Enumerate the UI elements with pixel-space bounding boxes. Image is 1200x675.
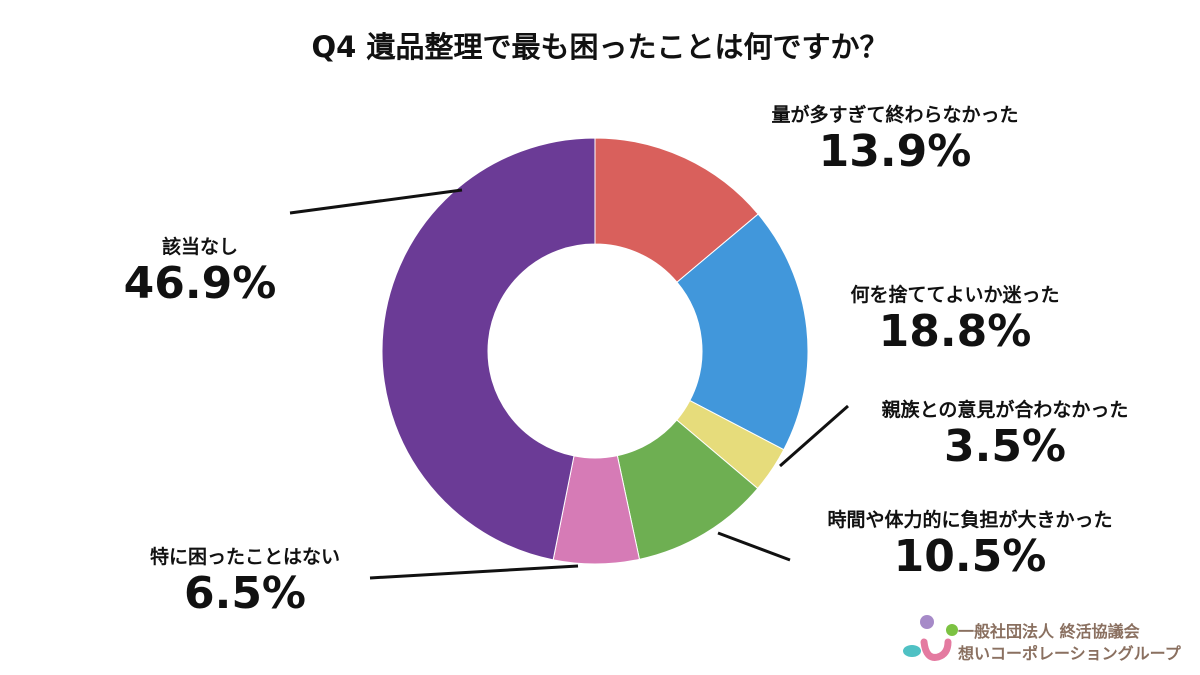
slice-value: 3.5% bbox=[943, 421, 1067, 472]
chart-title: Q4 遺品整理で最も困ったことは何ですか？ bbox=[311, 30, 889, 64]
label-slice-3: 時間や体力的に負担が大きかった 10.5% bbox=[760, 505, 1180, 583]
slice-0 bbox=[594, 137, 759, 283]
leader-line-slice-3 bbox=[717, 531, 791, 562]
slice-name: 何を捨ててよいか迷った bbox=[850, 284, 1060, 306]
logo: 一般社団法人 終活協議会 想いコーポレーショングループ bbox=[900, 612, 1190, 667]
slice-name: 時間や体力的に負担が大きかった bbox=[827, 509, 1113, 531]
label-slice-4: 特に困ったことはない 6.5% bbox=[80, 542, 410, 620]
slice-name: 特に困ったことはない bbox=[149, 546, 340, 568]
slice-name: 親族との意見が合わなかった bbox=[881, 399, 1129, 421]
slice-value: 13.9% bbox=[818, 126, 972, 177]
logo-mark-icon bbox=[903, 615, 958, 661]
slice-5 bbox=[381, 137, 596, 561]
slice-value: 10.5% bbox=[893, 531, 1047, 582]
slice-value: 46.9% bbox=[123, 258, 277, 309]
slice-value: 18.8% bbox=[878, 306, 1032, 357]
leader-line-slice-4 bbox=[369, 564, 579, 580]
logo-line1: 一般社団法人 終活協議会 bbox=[958, 622, 1140, 641]
logo-line2: 想いコーポレーショングループ bbox=[958, 644, 1181, 663]
slice-value: 6.5% bbox=[183, 568, 307, 619]
label-slice-0: 量が多すぎて終わらなかった 13.9% bbox=[700, 100, 1090, 178]
leader-line-slice-2 bbox=[779, 404, 849, 468]
slice-name: 該当なし bbox=[161, 236, 238, 258]
slice-name: 量が多すぎて終わらなかった bbox=[771, 104, 1019, 126]
label-slice-5: 該当なし 46.9% bbox=[100, 232, 300, 310]
label-slice-2: 親族との意見が合わなかった 3.5% bbox=[820, 395, 1190, 473]
leader-line-slice-5 bbox=[289, 188, 463, 215]
label-slice-1: 何を捨ててよいか迷った 18.8% bbox=[760, 280, 1150, 358]
slice-1 bbox=[676, 213, 809, 451]
